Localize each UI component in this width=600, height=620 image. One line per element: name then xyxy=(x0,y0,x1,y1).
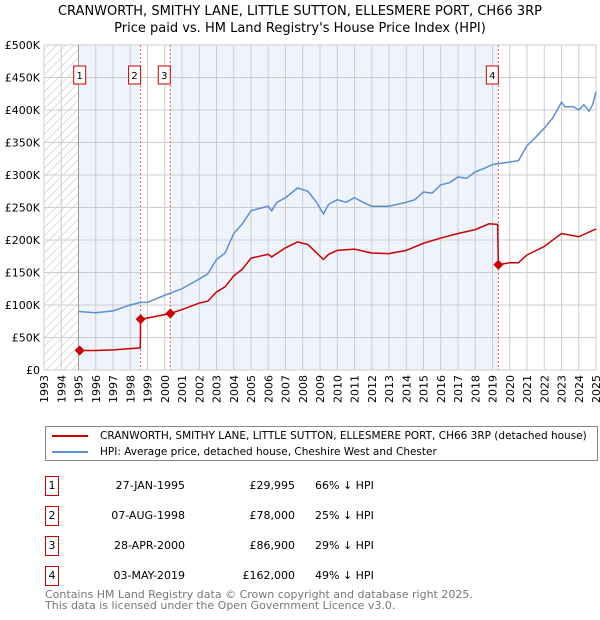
legend-property-swatch xyxy=(52,435,88,437)
footer-licence: This data is licensed under the Open Gov… xyxy=(45,599,396,612)
x-tick-label: 2025 xyxy=(590,375,600,403)
y-tick-label: £50K xyxy=(12,332,41,345)
x-tick-label: 2020 xyxy=(504,375,517,403)
x-tick-label: 2009 xyxy=(314,375,327,403)
x-tick-label: 2019 xyxy=(487,375,500,403)
transaction-label: 2 xyxy=(131,71,137,82)
transaction-label-box xyxy=(157,65,171,85)
transaction-date: 27-JAN-1995 xyxy=(115,479,185,492)
transaction-hpi-diff: 29% ↓ HPI xyxy=(315,539,374,552)
transaction-date: 28-APR-2000 xyxy=(113,539,185,552)
transaction-point xyxy=(165,308,176,319)
legend-property-label: CRANWORTH, SMITHY LANE, LITTLE SUTTON, E… xyxy=(100,430,587,442)
x-tick-label: 2021 xyxy=(521,375,534,403)
transaction-label-box xyxy=(128,65,142,85)
x-tick-label: 2002 xyxy=(193,375,206,403)
transaction-point xyxy=(74,345,85,356)
transaction-number: 3 xyxy=(45,536,59,556)
chart-subtitle: Price paid vs. HM Land Registry's House … xyxy=(114,21,486,36)
y-tick-label: £250K xyxy=(5,202,41,215)
x-tick-label: 2012 xyxy=(366,375,379,403)
x-tick-label: 2000 xyxy=(159,375,172,403)
x-tick-label: 2024 xyxy=(573,375,586,403)
y-tick-label: £0 xyxy=(26,364,40,377)
y-tick-label: £300K xyxy=(5,169,41,182)
x-tick-label: 2011 xyxy=(349,375,362,403)
y-tick-label: £200K xyxy=(5,234,41,247)
x-tick-label: 1997 xyxy=(107,375,120,403)
legend: CRANWORTH, SMITHY LANE, LITTLE SUTTON, E… xyxy=(45,426,598,461)
y-tick-label: £150K xyxy=(5,267,41,280)
x-tick-label: 2015 xyxy=(418,375,431,403)
x-tick-label: 1998 xyxy=(124,375,137,403)
x-tick-label: 2022 xyxy=(538,375,551,403)
x-tick-label: 1996 xyxy=(90,375,103,403)
hpi-line xyxy=(78,91,597,314)
x-tick-label: 2007 xyxy=(280,375,293,403)
transaction-date: 07-AUG-1998 xyxy=(111,509,185,522)
transaction-number: 4 xyxy=(45,566,59,586)
x-tick-label: 2013 xyxy=(383,375,396,403)
transaction-price: £86,900 xyxy=(249,539,296,552)
x-tick-label: 2016 xyxy=(435,375,448,403)
x-tick-label: 2008 xyxy=(297,375,310,403)
x-tick-label: 2006 xyxy=(262,375,275,403)
y-tick-label: £100K xyxy=(5,299,41,312)
transaction-point xyxy=(135,314,146,325)
x-tick-label: 2001 xyxy=(176,375,189,403)
x-tick-label: 2004 xyxy=(228,375,241,403)
x-tick-label: 1995 xyxy=(73,375,86,403)
x-tick-label: 1999 xyxy=(142,375,155,403)
x-tick-label: 1994 xyxy=(55,375,68,403)
transaction-point xyxy=(493,259,504,270)
transaction-price: £78,000 xyxy=(249,509,296,522)
transaction-price: £162,000 xyxy=(242,569,296,582)
transaction-date: 03-MAY-2019 xyxy=(113,569,185,582)
transaction-number: 1 xyxy=(45,476,59,496)
legend-hpi-swatch xyxy=(52,451,88,453)
transaction-label: 3 xyxy=(161,71,167,82)
y-tick-label: £350K xyxy=(5,137,41,150)
x-tick-label: 2023 xyxy=(556,375,569,403)
legend-hpi-label: HPI: Average price, detached house, Ches… xyxy=(100,446,437,458)
transaction-hpi-diff: 49% ↓ HPI xyxy=(315,569,374,582)
y-tick-label: £450K xyxy=(5,72,41,85)
transaction-label-box xyxy=(73,65,87,85)
x-tick-label: 2005 xyxy=(245,375,258,403)
y-tick-label: £400K xyxy=(5,104,41,117)
transaction-label: 1 xyxy=(77,71,83,82)
x-tick-label: 2014 xyxy=(400,375,413,403)
x-tick-label: 2010 xyxy=(331,375,344,403)
y-tick-label: £500K xyxy=(5,39,41,52)
footer-copyright: Contains HM Land Registry data © Crown c… xyxy=(45,588,473,601)
x-tick-label: 1993 xyxy=(38,375,51,403)
x-tick-label: 2003 xyxy=(211,375,224,403)
chart-title: CRANWORTH, SMITHY LANE, LITTLE SUTTON, E… xyxy=(57,4,543,19)
x-tick-label: 2017 xyxy=(452,375,465,403)
transaction-hpi-diff: 25% ↓ HPI xyxy=(315,509,374,522)
transaction-price: £29,995 xyxy=(249,479,296,492)
x-tick-label: 2018 xyxy=(469,375,482,403)
transaction-hpi-diff: 66% ↓ HPI xyxy=(315,479,374,492)
transaction-label: 4 xyxy=(489,71,495,82)
transaction-label-box xyxy=(485,65,499,85)
price-chart: 1993 1994 1995 1996 1997 1998 1999 2000 2001 2002… xyxy=(5,39,600,403)
transaction-number: 2 xyxy=(45,506,59,526)
